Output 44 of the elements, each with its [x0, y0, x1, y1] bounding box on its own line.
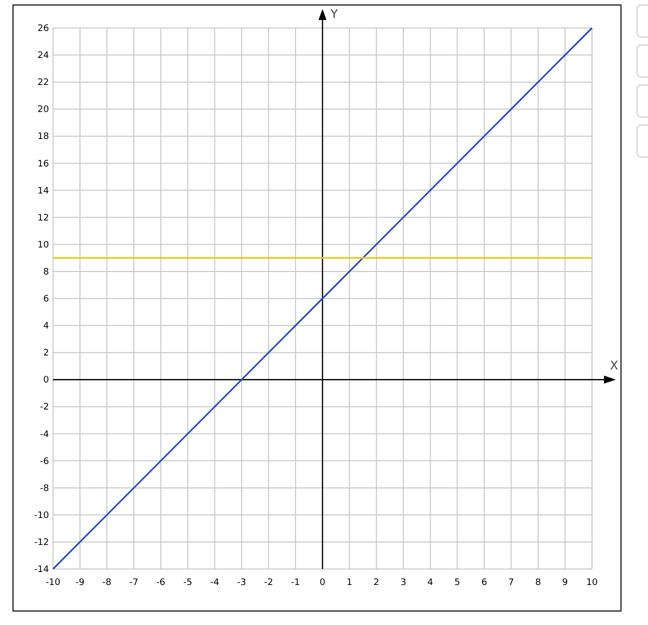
y-tick-label: 16 [38, 159, 50, 170]
y-tick-label: 4 [43, 322, 50, 332]
y-tick-label: -4 [40, 430, 50, 440]
y-axis-title: Y [330, 7, 338, 21]
x-tick-label: -9 [75, 578, 85, 588]
x-tick-label: 1 [346, 578, 352, 588]
y-tick-label: 10 [38, 240, 50, 250]
y-tick-label: -12 [34, 538, 49, 548]
x-tick-label: 8 [535, 578, 542, 588]
x-tick-label: 0 [320, 578, 326, 588]
y-tick-label: 0 [43, 376, 50, 386]
x-tick-label: -8 [102, 578, 112, 588]
x-tick-label: -1 [291, 578, 300, 588]
x-tick-label: 5 [454, 578, 460, 588]
y-tick-label: 22 [38, 78, 49, 88]
x-tick-label: 3 [400, 578, 406, 588]
y-tick-label: -6 [40, 456, 50, 467]
x-tick-label: 6 [481, 578, 488, 588]
y-tick-label: 24 [38, 51, 50, 62]
y-tick-label: -8 [40, 484, 50, 494]
x-tick-label: -7 [129, 578, 138, 588]
y-tick-label: 14 [38, 186, 50, 196]
y-tick-label: 26 [38, 24, 50, 34]
y-tick-label: 2 [43, 348, 49, 359]
y-tick-label: -2 [40, 402, 49, 413]
x-tick-label: 10 [586, 578, 598, 588]
line-series [52, 27, 593, 570]
y-tick-label: 20 [38, 105, 50, 116]
x-tick-label: 9 [562, 578, 568, 588]
y-tick-label: -14 [34, 565, 50, 575]
x-tick-label: 4 [427, 578, 434, 588]
y-tick-label: 12 [38, 213, 49, 224]
y-tick-label: 18 [38, 132, 50, 142]
y-tick-label: 8 [43, 267, 50, 278]
x-tick-label: -4 [210, 578, 220, 588]
x-tick-label: 2 [374, 578, 380, 588]
x-tick-label: -6 [156, 578, 166, 588]
y-tick-label: 6 [43, 294, 50, 304]
x-tick-label: -2 [264, 578, 274, 588]
x-tick-label: -5 [183, 578, 192, 588]
x-tick-label: -3 [237, 578, 246, 588]
x-axis-title: X [610, 358, 618, 373]
y-tick-label: -10 [34, 510, 50, 521]
x-tick-label: 7 [508, 578, 514, 588]
